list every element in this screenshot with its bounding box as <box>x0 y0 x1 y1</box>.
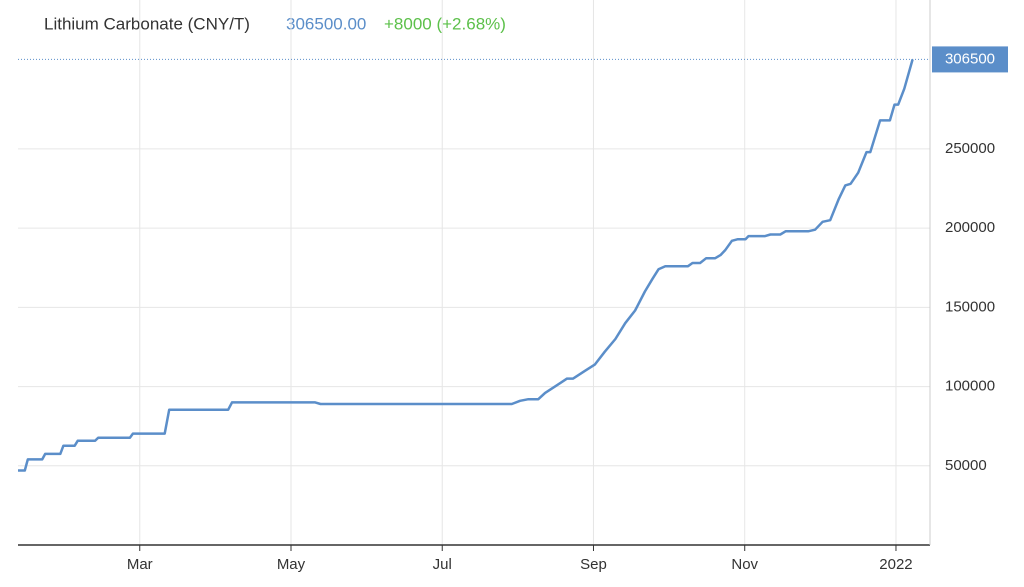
y-tick-label: 200000 <box>945 219 995 236</box>
x-tick-label: Nov <box>731 556 758 573</box>
x-tick-label: 2022 <box>879 556 912 573</box>
price-line <box>18 59 914 472</box>
x-tick-label: Sep <box>580 556 607 573</box>
x-tick-label: Jul <box>433 556 452 573</box>
y-tick-label: 50000 <box>945 457 987 474</box>
price: 306500.00 <box>286 14 366 33</box>
change: +8000 (+2.68%) <box>384 14 506 33</box>
x-tick-label: Mar <box>127 556 153 573</box>
chart-title: Lithium Carbonate (CNY/T) <box>44 14 250 33</box>
y-tick-label: 100000 <box>945 378 995 395</box>
last-value-box <box>932 46 1008 73</box>
y-tick-label: 250000 <box>945 140 995 157</box>
x-tick-label: May <box>277 556 306 573</box>
last-value-label: 306500 <box>945 50 995 67</box>
y-tick-label: 150000 <box>945 298 995 315</box>
